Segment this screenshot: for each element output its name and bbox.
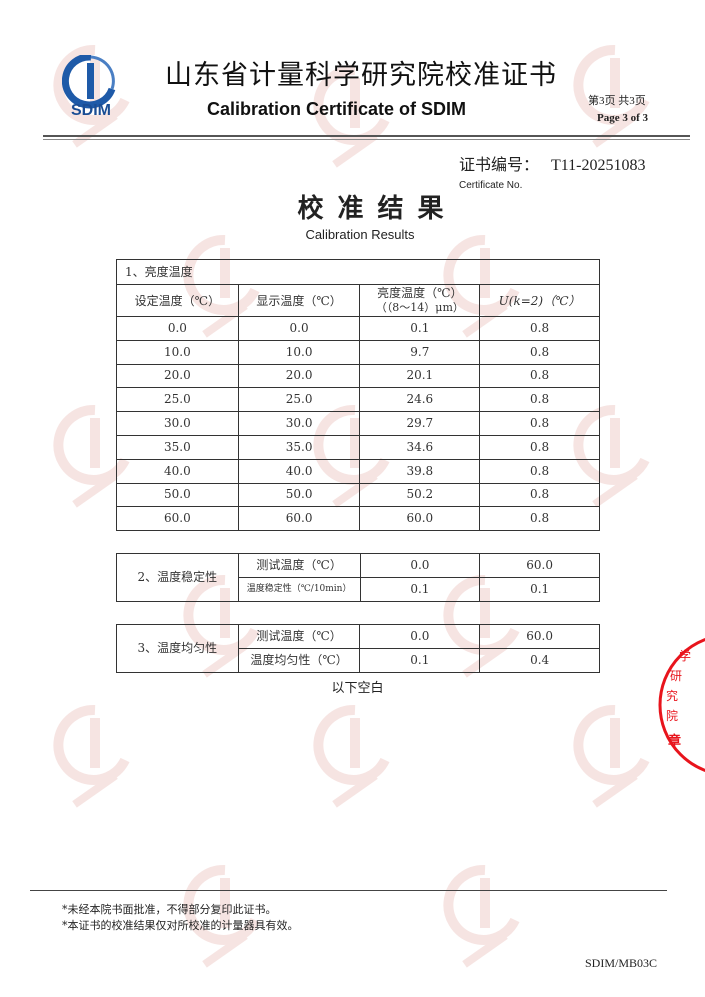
section-title: 3、温度均匀性 xyxy=(116,624,239,673)
cell: 0.1 xyxy=(359,577,481,602)
cell: 0.1 xyxy=(479,577,600,602)
cell: 60.0 xyxy=(479,553,600,578)
sdim-watermark xyxy=(170,860,280,974)
cell: 50.0 xyxy=(116,482,239,508)
results-title: 校准结果 xyxy=(297,194,458,224)
certificate-no-label-en: Certificate No. xyxy=(459,180,523,191)
certificate-no-label: 证书编号： xyxy=(459,157,540,174)
cell: 60.0 xyxy=(116,506,239,532)
cell: 39.8 xyxy=(359,458,481,484)
table-row: 40.0 40.0 39.8 0.8 xyxy=(116,458,600,484)
cell: 60.0 xyxy=(479,624,600,649)
header-display-temp: 显示温度（℃） xyxy=(237,284,361,317)
cell: 0.8 xyxy=(479,482,600,508)
sdim-watermark xyxy=(300,700,410,814)
certificate-no-value: T11-20251083 xyxy=(551,157,646,174)
header-divider xyxy=(43,135,690,137)
temperature-stability-table: 2、温度稳定性 测试温度（℃） 0.0 60.0 温度稳定性（℃/10min） … xyxy=(116,553,600,602)
svg-text:学: 学 xyxy=(679,648,691,663)
cell: 35.0 xyxy=(116,434,239,460)
cell: 0.8 xyxy=(479,458,600,484)
header-uncertainty: U(k=2)（℃） xyxy=(479,284,600,317)
table-row: 60.0 60.0 60.0 0.8 xyxy=(116,506,600,532)
cell: 9.7 xyxy=(359,339,481,365)
cell: 0.0 xyxy=(359,624,481,649)
brightness-temperature-table: 1、亮度温度 设定温度（℃） 显示温度（℃） 亮度温度（℃） （（8～14）μm）… xyxy=(116,259,600,532)
table-row: 35.0 35.0 34.6 0.8 xyxy=(116,434,600,460)
title-en: Calibration Certificate of SDIM xyxy=(207,99,467,119)
cell: 0.0 xyxy=(359,553,481,578)
sdim-watermark xyxy=(560,700,670,814)
cell: 0.8 xyxy=(479,434,600,460)
table-row: 20.0 20.0 20.1 0.8 xyxy=(116,363,600,389)
header-divider-thin xyxy=(43,139,690,140)
cell: 0.8 xyxy=(479,387,600,413)
cell: 24.6 xyxy=(359,387,481,413)
svg-text:院: 院 xyxy=(666,709,678,723)
table-row: 25.0 25.0 24.6 0.8 xyxy=(116,387,600,413)
cell: 40.0 xyxy=(116,458,239,484)
cell: 10.0 xyxy=(116,339,239,365)
footer-divider xyxy=(30,890,667,891)
header-set-temp: 设定温度（℃） xyxy=(116,284,239,317)
form-number: SDIM/MB03C xyxy=(585,956,658,970)
results-title-en: Calibration Results xyxy=(305,227,415,242)
cell: 50.0 xyxy=(237,482,361,508)
title-cn: 山东省计量科学研究院校准证书 xyxy=(165,60,557,91)
svg-text:究: 究 xyxy=(666,688,678,703)
temperature-uniformity-table: 3、温度均匀性 测试温度（℃） 0.0 60.0 温度均匀性（℃） 0.1 0.… xyxy=(116,624,600,673)
svg-text:研: 研 xyxy=(670,669,682,683)
svg-text:章: 章 xyxy=(668,733,681,749)
cell: 0.8 xyxy=(479,339,600,365)
cell: 20.1 xyxy=(359,363,481,389)
row-label: 温度稳定性（℃/10min） xyxy=(237,577,361,602)
cell: 30.0 xyxy=(237,411,361,436)
cell: 10.0 xyxy=(237,339,361,365)
cell: 20.0 xyxy=(116,363,239,389)
cell: 60.0 xyxy=(237,506,361,532)
header-brightness-temp: 亮度温度（℃） （（8～14）μm） xyxy=(359,284,481,317)
official-seal: 学 研 究 院 章 xyxy=(658,638,705,772)
cell: 34.6 xyxy=(359,434,481,460)
blank-below-note: 以下空白 xyxy=(331,681,384,696)
cell: 0.1 xyxy=(359,316,481,341)
cell: 30.0 xyxy=(116,411,239,436)
header-line2: （（8～14）μm） xyxy=(375,301,464,314)
cell: 0.8 xyxy=(479,506,600,532)
row-label: 温度均匀性（℃） xyxy=(237,648,361,673)
row-label: 测试温度（℃） xyxy=(237,624,361,649)
row-label: 测试温度（℃） xyxy=(237,553,361,578)
cell: 60.0 xyxy=(359,506,481,532)
footer-note: *未经本院书面批准，不得部分复印此证书。 xyxy=(62,903,277,916)
cell: 0.0 xyxy=(237,316,361,341)
cell: 29.7 xyxy=(359,411,481,436)
cell: 20.0 xyxy=(237,363,361,389)
section-title: 1、亮度温度 xyxy=(116,259,600,285)
cell: 0.8 xyxy=(479,411,600,436)
cell: 40.0 xyxy=(237,458,361,484)
page-number-en: Page 3 of 3 xyxy=(597,112,649,124)
cell: 0.1 xyxy=(359,648,481,673)
cell: 0.4 xyxy=(479,648,600,673)
sdim-logo: SDIM xyxy=(62,55,116,117)
cell: 0.8 xyxy=(479,363,600,389)
cell: 0.0 xyxy=(116,316,239,341)
section-title: 2、温度稳定性 xyxy=(116,553,239,602)
cell: 25.0 xyxy=(116,387,239,413)
header-line1: 亮度温度（℃） xyxy=(377,286,463,300)
cell: 25.0 xyxy=(237,387,361,413)
footer-note: *本证书的校准结果仅对所校准的计量器具有效。 xyxy=(62,919,299,932)
sdim-watermark xyxy=(430,860,540,974)
svg-text:SDIM: SDIM xyxy=(71,102,111,117)
table-row: 50.0 50.0 50.2 0.8 xyxy=(116,482,600,508)
cell: 0.8 xyxy=(479,316,600,341)
cell: 50.2 xyxy=(359,482,481,508)
page-number-cn: 第3页 共3页 xyxy=(588,95,646,107)
table-row: 30.0 30.0 29.7 0.8 xyxy=(116,411,600,436)
cell: 35.0 xyxy=(237,434,361,460)
table-row: 0.0 0.0 0.1 0.8 xyxy=(116,316,600,341)
table-row: 10.0 10.0 9.7 0.8 xyxy=(116,339,600,365)
sdim-watermark xyxy=(40,700,150,814)
